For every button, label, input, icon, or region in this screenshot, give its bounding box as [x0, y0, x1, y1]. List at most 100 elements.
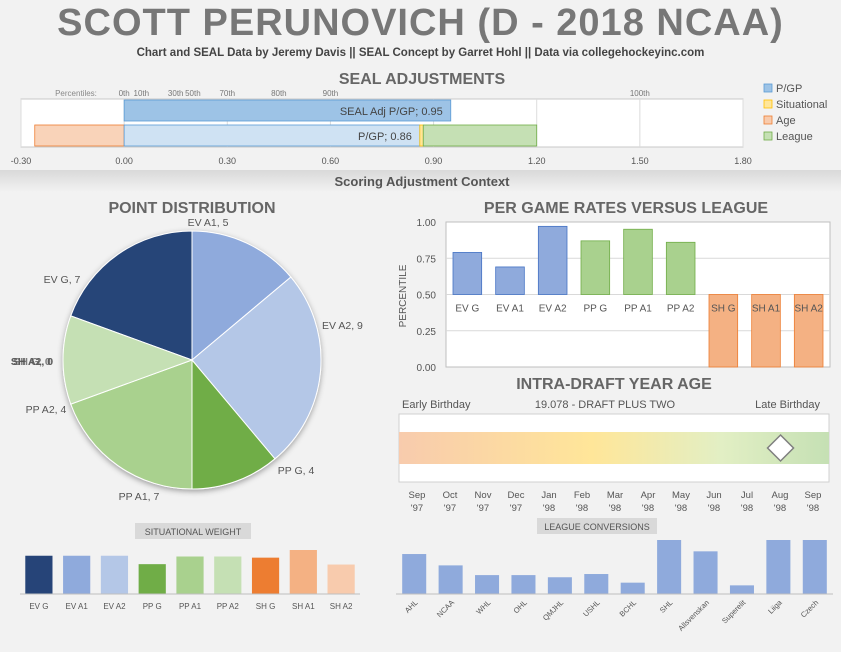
- age-late-label: Late Birthday: [755, 399, 820, 411]
- situational-weight-chart: SITUATIONAL WEIGHT EV G EV A1 EV A2 PP G PP …: [20, 523, 360, 611]
- rates-title: PER GAME RATES VERSUS LEAGUE: [484, 200, 769, 217]
- age-year-label: '97: [444, 503, 456, 514]
- league-category-label: BCHL: [618, 598, 639, 619]
- age-year-label: '98: [741, 503, 753, 514]
- league-category-label: Allsvenskan: [676, 598, 711, 633]
- pie-slice-label: SH G, 0: [13, 356, 51, 368]
- seal-title: SEAL ADJUSTMENTS: [339, 71, 506, 88]
- rates-bar: [537, 225, 568, 295]
- seal-league-bar: [422, 124, 538, 147]
- seal-legend-label: League: [776, 131, 813, 143]
- situational-category-label: SH G: [256, 602, 276, 611]
- age-month-label: Aug: [772, 490, 789, 501]
- situational-category-label: SH A2: [330, 602, 353, 611]
- age-year-label: '98: [609, 503, 621, 514]
- situational-category-label: EV A2: [103, 602, 126, 611]
- situational-category-label: SH A1: [292, 602, 315, 611]
- pie-slice-label: EV A2, 9: [322, 320, 363, 332]
- age-year-label: '97: [411, 503, 423, 514]
- pie-title: POINT DISTRIBUTION: [108, 200, 275, 217]
- seal-legend-swatch: [763, 131, 773, 141]
- pie-slice-label: SH A2, 0: [11, 356, 53, 368]
- rates-category-label: EV G: [455, 304, 479, 315]
- rates-category-label: EV A2: [539, 304, 567, 315]
- seal-percentile-tick: 50th: [185, 89, 201, 98]
- page-title: SCOTT PERUNOVICH (D - 2018 NCAA): [57, 2, 784, 44]
- league-bar: [693, 551, 718, 594]
- sit-title: SITUATIONAL WEIGHT: [145, 527, 242, 537]
- seal-percentile-tick: 0th: [119, 89, 130, 98]
- age-month-label: May: [672, 490, 690, 501]
- rates-ylabel: PERCENTILE: [398, 264, 409, 327]
- league-category-label: Superelit: [720, 597, 748, 625]
- age-year-label: '98: [807, 503, 819, 514]
- section-divider-shade: [0, 170, 841, 192]
- league-bar: [584, 574, 609, 594]
- age-center-label: 19.078 - DRAFT PLUS TWO: [535, 399, 676, 411]
- seal-xtick-label: 0.00: [115, 156, 133, 166]
- pie-slice-label: SH A1, 0: [11, 356, 53, 368]
- age-early-label: Early Birthday: [402, 399, 471, 411]
- seal-percentiles-label: Percentiles:: [55, 89, 97, 98]
- league-category-label: AHL: [403, 598, 420, 615]
- situational-bar: [176, 556, 204, 594]
- seal-adjustments-chart: SEAL ADJUSTMENTS Percentiles: 0th 10th 30t…: [11, 71, 828, 166]
- rates-category-label: PP A2: [667, 304, 695, 315]
- league-conversions-chart: LEAGUE CONVERSIONS AHL NCAA WHL OHL QMJHL USH…: [396, 518, 833, 633]
- rates-ytick-label: 0.00: [417, 363, 437, 374]
- age-month-label: Jan: [541, 490, 556, 501]
- seal-percentile-tick: 10th: [134, 89, 150, 98]
- seal-legend-label: P/GP: [776, 83, 802, 95]
- age-year-label: '97: [510, 503, 522, 514]
- age-year-label: '98: [675, 503, 687, 514]
- league-category-label: USHL: [581, 598, 602, 619]
- age-year-label: '98: [543, 503, 555, 514]
- seal-xtick-label: 0.30: [219, 156, 237, 166]
- situational-category-label: PP G: [143, 602, 162, 611]
- age-month-label: Feb: [574, 490, 590, 501]
- rates-category-label: SH G: [711, 304, 736, 315]
- age-gradient-band: [399, 432, 829, 464]
- age-month-label: Apr: [641, 490, 656, 501]
- rates-bar: [623, 228, 653, 295]
- situational-bar: [100, 555, 129, 594]
- seal-situational-bar: [419, 124, 424, 147]
- rates-category-label: PP A1: [624, 304, 652, 315]
- pie-slice: [191, 230, 292, 362]
- pie-slice: [191, 358, 276, 490]
- age-year-label: '98: [576, 503, 588, 514]
- league-title: LEAGUE CONVERSIONS: [544, 522, 650, 532]
- rates-bar: [751, 294, 781, 368]
- age-year-label: '98: [642, 503, 654, 514]
- rates-bar: [708, 294, 739, 368]
- situational-bar: [251, 557, 280, 594]
- age-month-label: Sep: [409, 490, 426, 501]
- sit-title-box: [135, 523, 251, 539]
- seal-percentile-tick: 80th: [271, 89, 287, 98]
- situational-category-label: PP A1: [179, 602, 202, 611]
- league-category-label: Czech: [799, 598, 820, 619]
- league-category-label: SHL: [658, 598, 675, 615]
- rates-category-label: PP G: [583, 304, 607, 315]
- pie-slice-label: EV A1, 5: [188, 217, 229, 229]
- age-title: INTRA-DRAFT YEAR AGE: [516, 376, 712, 393]
- intra-draft-age-chart: INTRA-DRAFT YEAR AGE Early Birthday 19.0…: [398, 376, 830, 514]
- rates-bar: [452, 252, 483, 295]
- age-month-label: Mar: [607, 490, 623, 501]
- age-month-label: Dec: [508, 490, 525, 501]
- league-bar: [475, 575, 500, 594]
- league-category-label: Liiga: [766, 597, 784, 615]
- seal-xtick-label: 1.50: [631, 156, 649, 166]
- age-year-label: '98: [774, 503, 786, 514]
- situational-bar: [327, 564, 355, 594]
- situational-bar: [138, 564, 166, 594]
- rates-bar: [580, 240, 611, 295]
- rates-ytick-label: 0.50: [417, 291, 437, 302]
- league-category-label: QMJHL: [541, 598, 565, 622]
- pie-slice: [62, 315, 194, 405]
- rates-bar: [665, 241, 696, 295]
- situational-bar: [63, 555, 91, 594]
- situational-bar: [214, 556, 242, 594]
- situational-bar: [289, 550, 317, 594]
